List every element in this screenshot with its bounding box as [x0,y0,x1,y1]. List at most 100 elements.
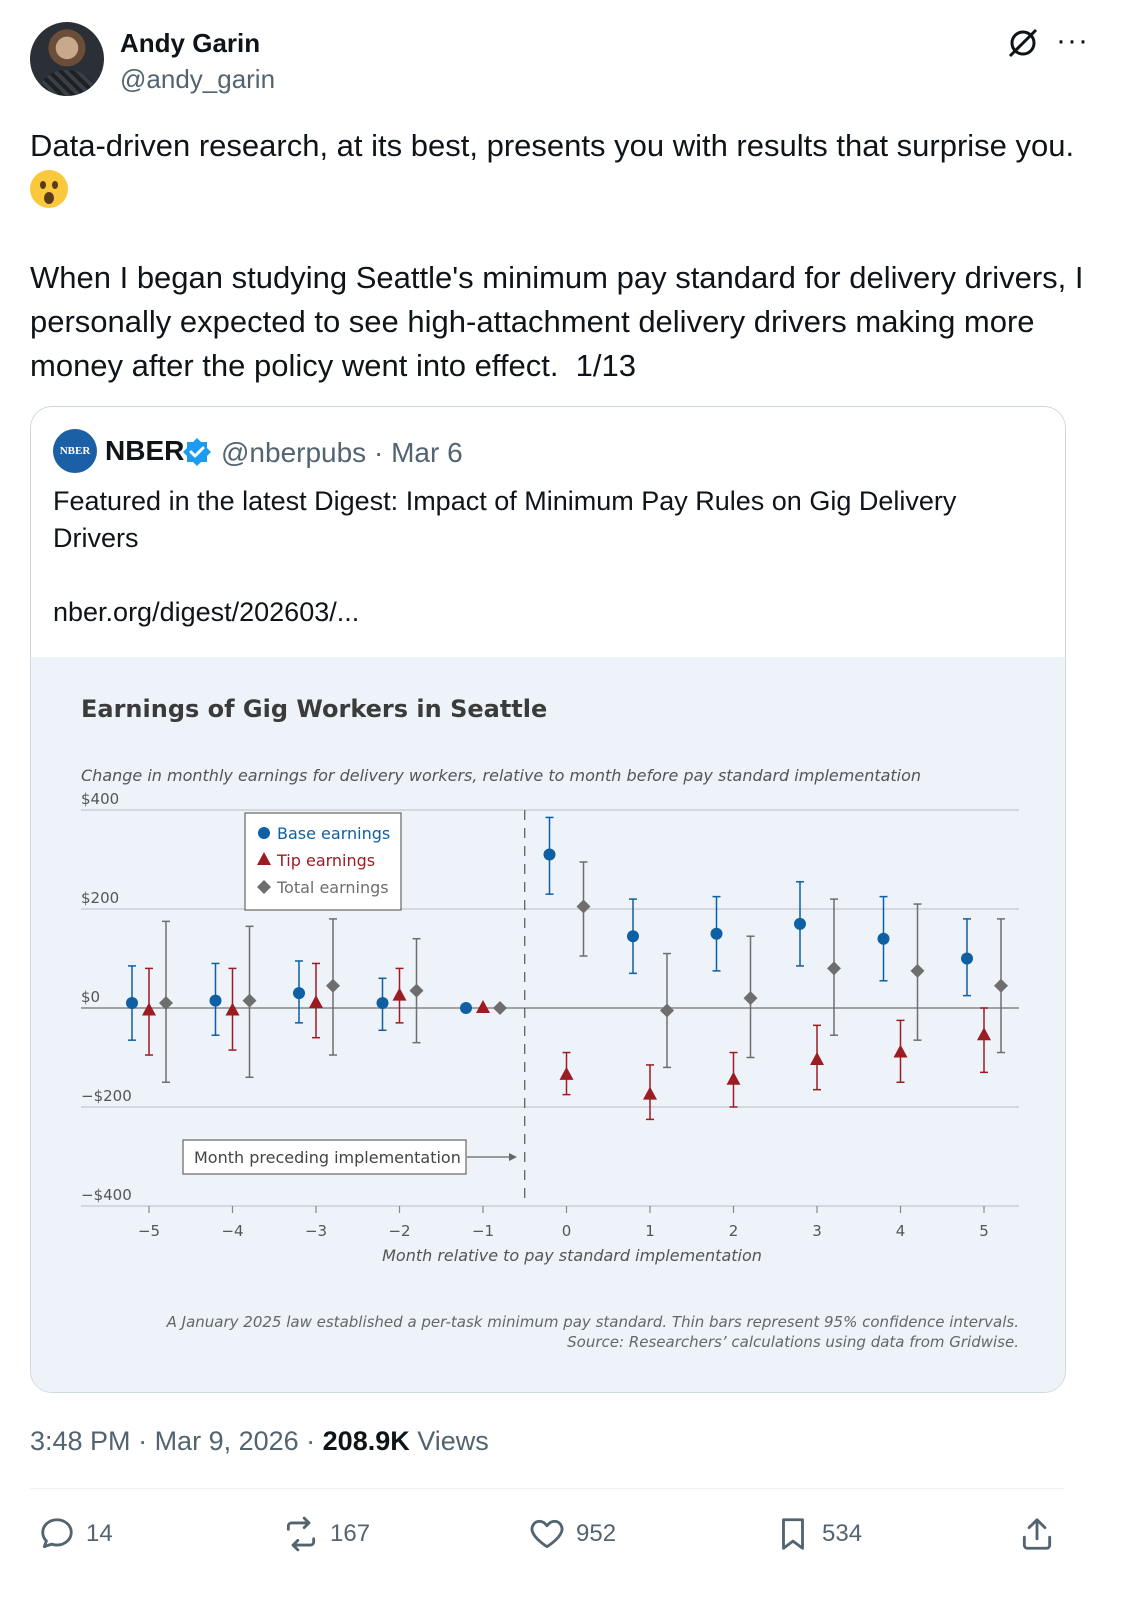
x-tick-label: −2 [388,1222,410,1240]
quoted-meta: @nberpubs · Mar 6 [221,437,463,468]
quoted-tweet[interactable]: NBER NBER @nberpubs · Mar 6 Featured in … [30,406,1066,1393]
reply-button[interactable]: 14 [38,1514,113,1554]
x-axis-label: Month relative to pay standard implement… [382,1246,762,1265]
total-earnings-point [910,963,925,978]
base-earnings-point [376,997,389,1010]
post-time[interactable]: 3:48 PM [30,1426,131,1456]
base-earnings-point [961,952,973,965]
base-earnings-point [877,932,890,945]
base-earnings-point [460,1002,472,1014]
tweet-text-line1: Data-driven research, at its best, prese… [30,128,1075,163]
annotation-box [182,1139,467,1175]
share-button[interactable] [1018,1514,1056,1554]
post-date[interactable]: Mar 9, 2026 [154,1426,299,1456]
repost-button[interactable]: 167 [282,1514,370,1554]
timestamp: 3:48 PM · Mar 9, 2026 · 208.9K Views [30,1426,489,1456]
x-tick-label: 3 [812,1222,822,1240]
tip-earnings-point [309,995,323,1009]
base-earnings-point [627,930,639,943]
annotation-arrowhead [509,1153,517,1161]
author-handle[interactable]: @andy_garin [120,64,276,94]
annotation-text: Month preceding implementation [194,1148,461,1167]
legend-label: Tip earnings [276,851,375,870]
tip-earnings-point [643,1086,657,1100]
total-earnings-point [493,1001,507,1015]
base-earnings-point [209,994,222,1007]
x-tick-label: 5 [979,1222,989,1240]
chart-source: Source: Researchers’ calculations using … [567,1333,1019,1351]
total-earnings-point [827,961,841,976]
chart-title: Earnings of Gig Workers in Seattle [81,695,547,723]
bookmark-count: 534 [822,1520,863,1547]
quoted-text-body: Featured in the latest Digest: Impact of… [53,486,964,553]
y-tick-label: −$400 [81,1186,132,1204]
y-tick-label: $400 [81,790,119,808]
tip-earnings-point [559,1066,574,1080]
views-label: Views [417,1426,489,1456]
total-earnings-point [257,880,271,894]
x-tick-label: 4 [896,1222,906,1240]
base-earnings-point [543,848,556,861]
quoted-link[interactable]: nber.org/digest/202603/... [53,597,360,627]
grok-icon[interactable] [1006,26,1040,60]
tip-earnings-point [893,1044,908,1058]
like-button[interactable]: 952 [528,1514,616,1554]
bookmark-button[interactable]: 534 [774,1514,862,1554]
tip-earnings-point [257,852,271,865]
reply-count: 14 [86,1520,113,1547]
x-tick-label: −4 [221,1222,243,1240]
astonished-face-icon [30,170,68,208]
bookmark-icon [782,1518,804,1550]
chart-subtitle: Change in monthly earnings for delivery … [81,766,921,785]
tip-earnings-point [810,1051,824,1065]
like-count: 952 [576,1520,617,1547]
tip-earnings-point [977,1027,991,1041]
y-tick-label: −$200 [81,1087,132,1105]
verified-badge-icon [183,438,211,466]
author-avatar[interactable] [30,22,104,96]
total-earnings-point [159,996,173,1011]
divider [30,1488,1064,1489]
views-count: 208.9K [322,1426,410,1456]
tip-earnings-point [476,1000,490,1013]
total-earnings-point [409,983,424,998]
legend-label: Total earnings [276,878,389,897]
total-earnings-point [994,978,1008,993]
total-earnings-point [743,991,758,1006]
tip-earnings-point [726,1071,741,1085]
base-earnings-point [126,997,138,1010]
quoted-author-name[interactable]: NBER [105,435,185,466]
tweet-text-body: When I began studying Seattle's minimum … [30,260,1093,383]
y-tick-label: $200 [81,889,119,907]
chart-image[interactable]: Earnings of Gig Workers in Seattle Chang… [31,657,1065,1392]
heart-icon [530,1519,564,1549]
nber-avatar[interactable]: NBER [53,429,97,473]
base-earnings-point [293,987,305,1000]
more-options-icon[interactable]: ··· [1056,24,1089,57]
legend-box [244,812,402,911]
total-earnings-point [660,1003,674,1018]
x-tick-label: −1 [472,1222,494,1240]
base-earnings-point [258,827,270,839]
base-earnings-point [794,917,806,930]
repost-icon [286,1516,316,1552]
total-earnings-point [326,978,340,993]
repost-count: 167 [330,1520,371,1547]
earnings-chart: Earnings of Gig Workers in Seattle Chang… [81,695,1019,1351]
x-tick-label: −3 [305,1222,327,1240]
y-tick-label: $0 [81,988,100,1006]
reply-icon [41,1518,73,1549]
x-tick-label: 0 [562,1222,572,1240]
tip-earnings-point [142,1002,156,1016]
author-name[interactable]: Andy Garin [120,28,261,58]
x-tick-label: −5 [138,1222,160,1240]
legend-label: Base earnings [277,824,390,843]
x-tick-label: 2 [729,1222,739,1240]
share-icon [1022,1518,1052,1550]
quoted-text: Featured in the latest Digest: Impact of… [53,483,1043,631]
tweet-text: Data-driven research, at its best, prese… [30,124,1110,388]
x-tick-label: 1 [645,1222,655,1240]
tip-earnings-point [225,1002,240,1016]
chart-footnote: A January 2025 law established a per-tas… [166,1313,1019,1331]
total-earnings-point [242,993,257,1008]
